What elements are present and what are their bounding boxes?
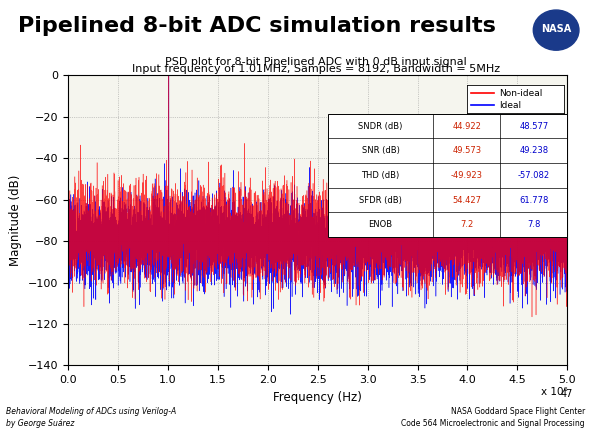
Text: SFDR (dB): SFDR (dB) [359,195,402,205]
Text: Behavioral Modeling of ADCs using Verilog-A
by George Suárez: Behavioral Modeling of ADCs using Verilo… [6,407,176,428]
Text: ENOB: ENOB [369,220,393,229]
Text: Pipelined 8-bit ADC simulation results: Pipelined 8-bit ADC simulation results [18,16,496,35]
Text: Input frequency of 1.01MHz, Samples = 8192, Bandwidth = 5MHz: Input frequency of 1.01MHz, Samples = 81… [132,64,500,74]
Text: NASA Goddard Space Flight Center
Code 564 Microelectronic and Signal Processing: NASA Goddard Space Flight Center Code 56… [401,407,585,428]
Text: Non-ideal: Non-ideal [499,89,543,98]
FancyBboxPatch shape [328,114,567,237]
Text: NASA: NASA [541,24,571,34]
Text: 54.427: 54.427 [452,195,481,205]
Circle shape [533,10,579,50]
Text: 49.238: 49.238 [519,146,548,155]
Y-axis label: Magnitude (dB): Magnitude (dB) [9,175,22,266]
Text: SNDR (dB): SNDR (dB) [359,122,403,131]
Text: 7.2: 7.2 [460,220,473,229]
Text: THD (dB): THD (dB) [362,171,400,180]
Text: SNR (dB): SNR (dB) [362,146,400,155]
Text: 61.778: 61.778 [519,195,548,205]
Text: 49.573: 49.573 [452,146,482,155]
Text: 7.8: 7.8 [527,220,541,229]
Text: x 10⁶: x 10⁶ [541,387,567,397]
X-axis label: Frequency (Hz): Frequency (Hz) [273,391,362,404]
Text: 48.577: 48.577 [519,122,548,131]
Text: -49.923: -49.923 [451,171,483,180]
Text: Ideal: Ideal [499,101,521,110]
Text: PSD plot for 8-bit Pipelined ADC with 0 dB input signal: PSD plot for 8-bit Pipelined ADC with 0 … [165,57,467,67]
Text: 44.922: 44.922 [452,122,481,131]
Text: 47: 47 [561,389,573,399]
Text: -57.082: -57.082 [518,171,550,180]
